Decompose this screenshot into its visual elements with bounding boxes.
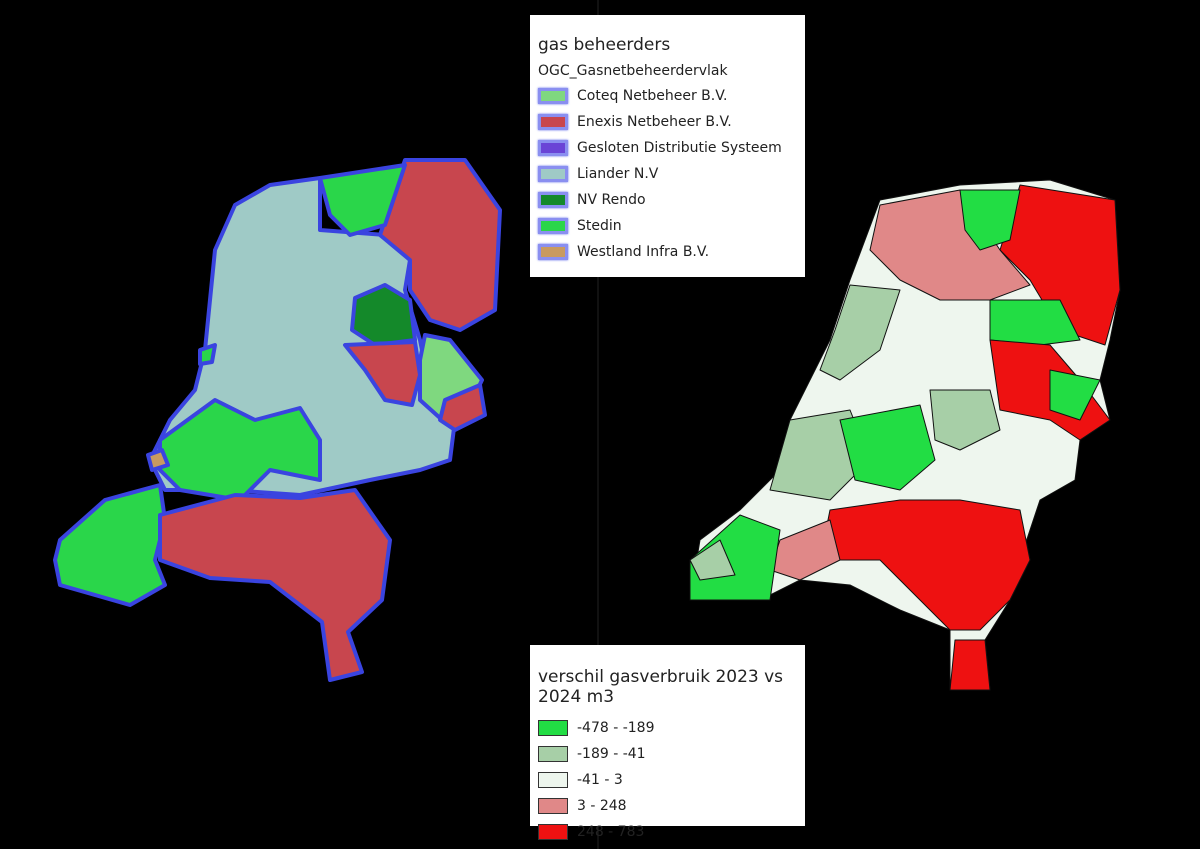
legend-label: Enexis Netbeheer B.V.: [577, 114, 732, 130]
legend-item: NV Rendo: [538, 187, 797, 213]
legend-operators: gas beheerders OGC_Gasnetbeheerdervlak C…: [530, 15, 805, 277]
area-sage-zeeland: [689, 539, 736, 581]
legend-label: 3 - 248: [577, 798, 627, 814]
region-westland: [146, 448, 170, 472]
legend-label: Westland Infra B.V.: [577, 244, 710, 260]
region-enexis-south: [158, 488, 392, 682]
area-green-north: [959, 189, 1021, 251]
legend-label: -189 - -41: [577, 746, 646, 762]
legend-swatch: [538, 192, 568, 208]
area-green-utrecht: [839, 404, 936, 491]
region-enexis-mid: [343, 340, 422, 407]
legend-item: -189 - -41: [538, 741, 797, 767]
legend-item: Gesloten Distributie Systeem: [538, 135, 797, 161]
legend-swatch: [538, 824, 568, 840]
area-green-friesland: [989, 299, 1081, 346]
legend-swatch: [538, 114, 568, 130]
legend-swatch: [538, 244, 568, 260]
operator-map: [53, 158, 502, 682]
legend-layer: OGC_Gasnetbeheerdervlak: [538, 63, 728, 79]
legend-title: gas beheerders: [538, 35, 671, 55]
consumption-map: [689, 179, 1121, 691]
region-stedin-south: [53, 483, 167, 607]
region-enexis-east: [438, 383, 487, 432]
legend-label: -478 - -189: [577, 720, 655, 736]
area-sage-center: [929, 389, 1001, 451]
area-red-northeast: [999, 184, 1121, 346]
legend-label: Coteq Netbeheer B.V.: [577, 88, 728, 104]
legend-label: NV Rendo: [577, 192, 646, 208]
region-enexis-north: [378, 158, 502, 332]
legend-label: Liander N.V: [577, 166, 659, 182]
area-red-south: [819, 499, 1031, 631]
legend-swatch: [538, 88, 568, 104]
legend-item: 248 - 783: [538, 819, 797, 845]
area-red-limburg: [949, 639, 991, 691]
legend-item: Coteq Netbeheer B.V.: [538, 83, 797, 109]
legend-swatch: [538, 798, 568, 814]
legend-item: Stedin: [538, 213, 797, 239]
region-rendo: [350, 283, 417, 347]
legend-label: Stedin: [577, 218, 622, 234]
legend-item: Enexis Netbeheer B.V.: [538, 109, 797, 135]
legend-item: Liander N.V: [538, 161, 797, 187]
legend-swatch: [538, 720, 568, 736]
legend-item: -478 - -189: [538, 715, 797, 741]
legend-item: -41 - 3: [538, 767, 797, 793]
legend-item: 3 - 248: [538, 793, 797, 819]
legend-consumption: verschil gasverbruik 2023 vs 2024 m3 -47…: [530, 645, 805, 840]
legend-title: verschil gasverbruik 2023 vs 2024 m3: [538, 667, 784, 707]
legend-item: Westland Infra B.V.: [538, 239, 797, 265]
region-coteq-north: [318, 163, 407, 237]
region-small-stedin: [198, 343, 217, 366]
legend-swatch: [538, 218, 568, 234]
legend-label: 248 - 783: [577, 824, 645, 840]
legend-swatch: [538, 772, 568, 788]
legend-swatch: [538, 166, 568, 182]
area-green-overijssel: [1049, 369, 1101, 421]
area-green-zeeland: [689, 514, 781, 601]
legend-label: -41 - 3: [577, 772, 623, 788]
legend-swatch: [538, 746, 568, 762]
region-stedin: [158, 398, 322, 502]
legend-swatch: [538, 140, 568, 156]
legend-label: Gesloten Distributie Systeem: [577, 140, 782, 156]
area-sage-west: [819, 284, 901, 381]
